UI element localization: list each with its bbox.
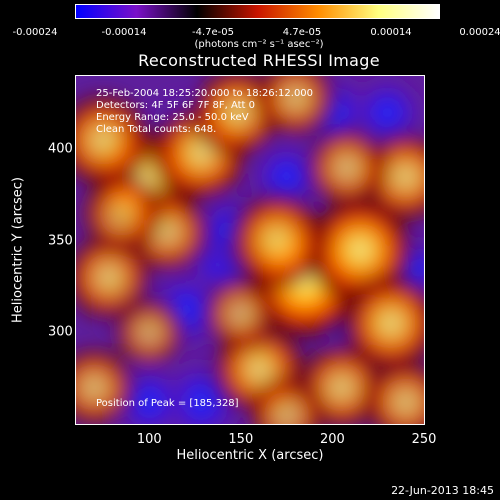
heatmap-plot: 25-Feb-2004 18:25:20.000 to 18:26:12.000… — [75, 75, 425, 425]
hot-spot — [305, 126, 389, 209]
energy-range-text: Energy Range: 25.0 - 50.0 keV — [96, 112, 249, 123]
hot-spot — [113, 296, 186, 369]
peak-position-text: Position of Peak = [185,328] — [96, 398, 239, 409]
chart-title: Reconstructed RHESSI Image — [138, 51, 380, 70]
hot-spot — [80, 172, 164, 255]
y-axis-label: Heliocentric Y (arcsec) — [10, 177, 26, 323]
colorbar-tick-label: -0.00014 — [101, 27, 147, 38]
colorbar-tick-label: 0.00024 — [459, 27, 500, 38]
y-tick-label: 300 — [48, 324, 73, 340]
heatmap-image — [76, 76, 424, 424]
colorbar-tick-label: -4.7e-05 — [192, 27, 234, 38]
hot-spot — [76, 92, 152, 189]
x-tick-label: 250 — [411, 432, 437, 447]
x-tick-label: 100 — [136, 432, 162, 447]
hot-spot — [254, 76, 338, 140]
colorbar-gradient — [76, 5, 439, 18]
colorbar — [75, 4, 440, 19]
counts-text: Clean Total counts: 648. — [96, 124, 217, 135]
hot-spot — [247, 375, 327, 424]
hot-spot — [202, 276, 279, 353]
colorbar-fill — [76, 5, 439, 18]
hot-spot — [362, 359, 424, 424]
time-range-text: 25-Feb-2004 18:25:20.000 to 18:26:12.000 — [96, 88, 314, 99]
colorbar-tick-label: 4.7e-05 — [282, 27, 322, 38]
hot-spot — [76, 346, 136, 424]
colorbar-units: (photons cm⁻² s⁻¹ asec⁻²) — [194, 39, 324, 50]
hot-spot — [227, 191, 328, 291]
colorbar-tick-label: 0.00014 — [370, 27, 412, 38]
y-tick-label: 350 — [48, 233, 73, 249]
colorbar-tick-label: -0.00024 — [12, 27, 58, 38]
footer-date: 22-Jun-2013 18:45 — [391, 484, 494, 497]
x-tick-label: 200 — [319, 432, 345, 447]
x-tick-label: 150 — [228, 432, 254, 447]
y-tick-label: 400 — [48, 141, 73, 157]
detectors-text: Detectors: 4F 5F 6F 7F 8F, Att 0 — [96, 100, 256, 111]
x-axis-label: Heliocentric X (arcsec) — [176, 448, 324, 463]
